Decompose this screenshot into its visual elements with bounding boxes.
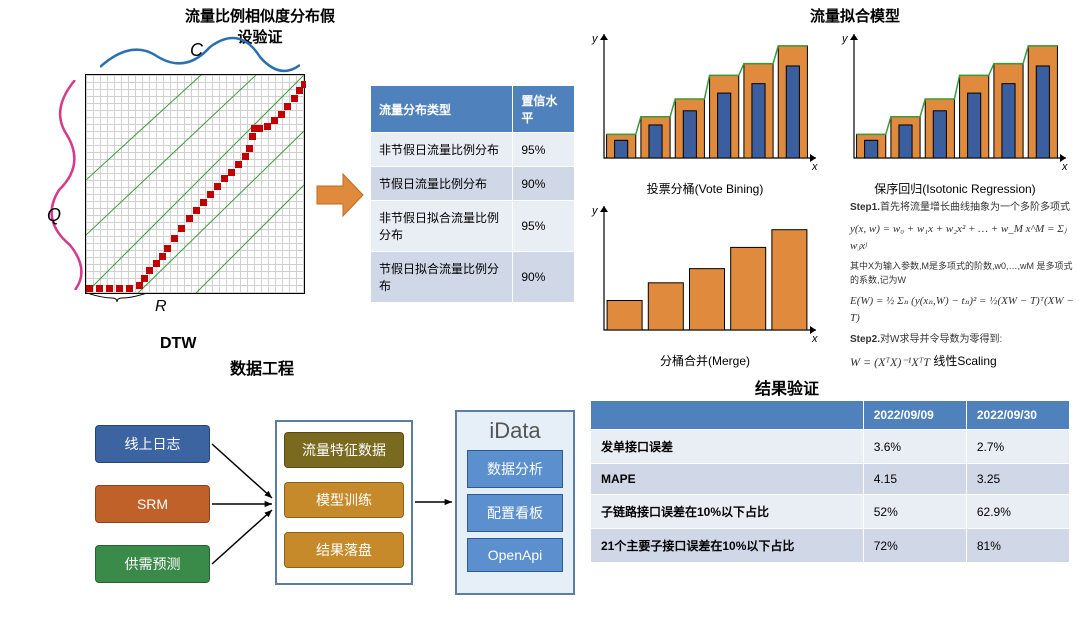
svg-text:y: y — [841, 33, 849, 45]
dtw-grid-box — [85, 74, 305, 294]
flow-source: 线上日志 — [95, 425, 210, 463]
tbl1-header: 流量分布类型 — [371, 86, 513, 133]
idata-item: 配置看板 — [467, 494, 563, 532]
flow-mid: 流量特征数据 — [284, 432, 404, 468]
big-arrow-icon — [315, 170, 365, 220]
dtw-brace — [87, 293, 147, 303]
svg-text:y: y — [591, 205, 599, 217]
flow-mid: 模型训练 — [284, 482, 404, 518]
step1-txt: 首先将流量增长曲线抽象为一个多阶多项式 — [880, 202, 1070, 213]
dtw-label-q: Q — [47, 205, 61, 226]
result-title: 结果验证 — [755, 375, 819, 399]
svg-text:x: x — [811, 333, 818, 345]
tbl1-row: 非节假日流量比例分布95% — [371, 133, 575, 167]
model-section: 流量拟合模型 — [580, 5, 1080, 26]
chart-sub1: 投票分桶(Vote Bining) — [605, 180, 805, 197]
flow-source: SRM — [95, 485, 210, 523]
svg-text:y: y — [591, 33, 599, 45]
tbl1-header: 置信水平 — [513, 86, 575, 133]
tbl2-header: 2022/09/30 — [966, 401, 1069, 430]
idata-item: OpenApi — [467, 538, 563, 572]
chart-isotonic: yx — [830, 28, 1070, 178]
step2-lbl: Step2. — [850, 334, 880, 345]
step2-txt: 对W求导并令导数为零得到: — [880, 334, 1002, 345]
tbl2-row: 发单接口误差3.6%2.7% — [591, 430, 1070, 464]
step1-lbl: Step1. — [850, 202, 880, 213]
model-title: 流量拟合模型 — [630, 5, 1080, 26]
tbl2-row: 子链路接口误差在10%以下占比52%62.9% — [591, 495, 1070, 529]
tbl2-row: MAPE4.153.25 — [591, 464, 1070, 495]
tbl2-header: 2022/09/09 — [863, 401, 966, 430]
flow-source: 供需预测 — [95, 545, 210, 583]
eq2: E(W) = ½ Σₙ (y(xₙ,W) − tₙ)² = ½(XW − T)ᵀ… — [850, 293, 1080, 326]
idata-frame: iData 数据分析配置看板 OpenApi — [455, 410, 575, 595]
chart-sub2: 保序回归(Isotonic Regression) — [840, 180, 1070, 197]
tbl2-row: 21个主要子接口误差在10%以下占比72%81% — [591, 529, 1070, 563]
svg-text:x: x — [811, 161, 818, 173]
svg-text:x: x — [1061, 161, 1068, 173]
regression-steps: Step1.首先将流量增长曲线抽象为一个多阶多项式 y(x, w) = w₀ +… — [850, 200, 1080, 377]
tbl1-row: 节假日拟合流量比例分布90% — [371, 252, 575, 303]
dtw-name: DTW — [160, 335, 196, 353]
chart-vote-bining: yx — [580, 28, 820, 178]
result-table: 2022/09/092022/09/30 发单接口误差3.6%2.7%MAPE4… — [590, 400, 1070, 563]
idata-item: 数据分析 — [467, 450, 563, 488]
tbl2-header — [591, 401, 864, 430]
chart-merge: yx — [580, 200, 820, 350]
chart-sub3: 分桶合并(Merge) — [605, 352, 805, 369]
reg-mid: 其中X为输入参数,M是多项式的阶数,w0,…,wM 是多项式的系数,记为W — [850, 260, 1080, 287]
dtw-label-c: C — [190, 40, 203, 61]
tbl1-row: 节假日流量比例分布90% — [371, 167, 575, 201]
flow-mid: 结果落盘 — [284, 532, 404, 568]
eq1: y(x, w) = w₀ + w₁x + w₂x² + … + w_M x^M … — [850, 221, 1080, 254]
dtw-path-svg — [86, 75, 306, 295]
dtw-left-curve — [45, 80, 85, 290]
flow-title: 数据工程 — [230, 355, 294, 379]
confidence-table: 流量分布类型置信水平 非节假日流量比例分布95%节假日流量比例分布90%非节假日… — [370, 85, 575, 303]
idata-title: iData — [457, 418, 573, 444]
eq3: W = (XᵀX)⁻¹XᵀT — [850, 353, 1080, 371]
tbl1-row: 非节假日拟合流量比例分布95% — [371, 201, 575, 252]
dtw-label-r: R — [155, 298, 167, 316]
